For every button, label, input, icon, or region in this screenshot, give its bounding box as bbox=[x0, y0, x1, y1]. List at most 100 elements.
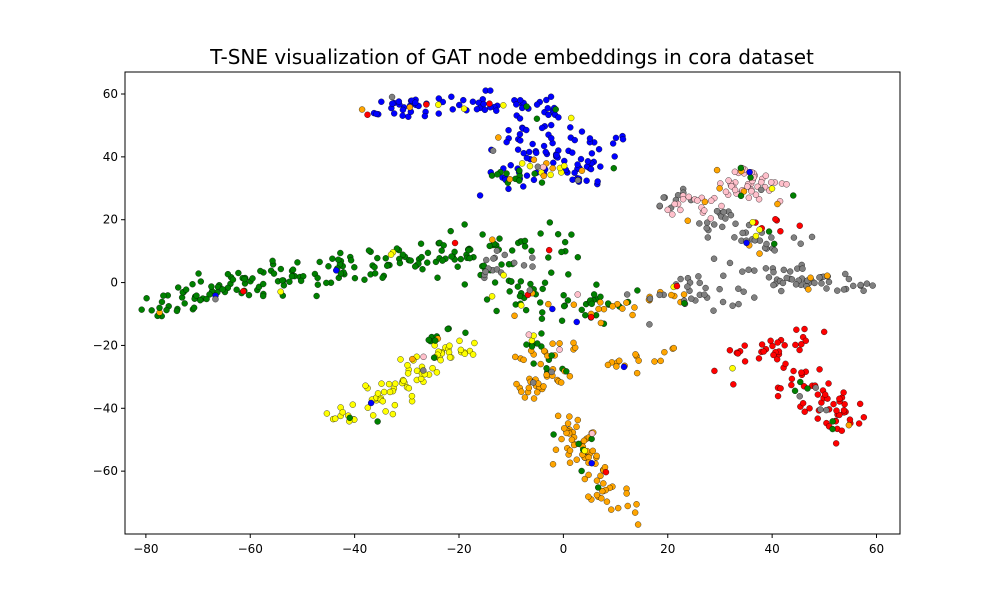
data-point bbox=[446, 342, 453, 349]
data-point bbox=[600, 306, 608, 313]
data-point bbox=[770, 351, 777, 359]
data-point bbox=[769, 342, 776, 350]
data-point bbox=[634, 287, 641, 294]
data-point bbox=[507, 162, 514, 169]
data-point bbox=[430, 354, 438, 361]
data-point bbox=[550, 159, 557, 166]
data-point bbox=[395, 98, 403, 105]
data-point bbox=[240, 288, 247, 295]
data-point bbox=[558, 379, 565, 386]
data-point bbox=[744, 183, 751, 190]
data-point bbox=[708, 197, 715, 204]
data-point bbox=[558, 317, 566, 324]
data-point bbox=[732, 220, 739, 227]
data-point bbox=[514, 146, 522, 153]
data-point bbox=[768, 234, 775, 241]
data-point bbox=[529, 140, 536, 148]
data-point bbox=[461, 221, 468, 228]
data-point bbox=[423, 101, 430, 108]
data-point bbox=[634, 521, 642, 528]
data-point bbox=[548, 269, 555, 276]
data-point bbox=[429, 365, 436, 372]
data-point bbox=[313, 292, 320, 300]
data-point bbox=[259, 292, 267, 300]
data-point bbox=[482, 268, 489, 275]
data-point bbox=[548, 352, 555, 359]
data-point bbox=[437, 357, 444, 364]
data-point bbox=[517, 137, 524, 144]
data-point bbox=[593, 452, 600, 460]
data-point bbox=[798, 369, 805, 376]
data-point bbox=[772, 216, 779, 223]
data-point bbox=[771, 240, 778, 248]
data-point bbox=[694, 197, 701, 204]
data-point bbox=[547, 171, 554, 179]
data-point bbox=[796, 393, 803, 400]
data-point bbox=[493, 107, 500, 114]
data-point bbox=[624, 502, 631, 510]
data-point bbox=[611, 153, 618, 160]
data-point bbox=[588, 300, 595, 308]
data-point bbox=[514, 283, 522, 290]
data-point bbox=[856, 400, 864, 408]
data-point bbox=[448, 93, 455, 100]
data-point bbox=[530, 379, 537, 386]
data-point bbox=[543, 365, 550, 372]
data-point bbox=[451, 239, 459, 247]
data-point bbox=[818, 280, 825, 287]
data-point bbox=[569, 149, 576, 156]
data-point bbox=[671, 200, 678, 208]
data-point bbox=[740, 288, 747, 295]
data-point bbox=[367, 399, 375, 407]
data-point bbox=[181, 300, 188, 307]
data-point bbox=[337, 270, 345, 277]
data-point bbox=[720, 208, 727, 216]
data-point bbox=[289, 266, 297, 273]
data-point bbox=[782, 360, 789, 368]
data-point bbox=[711, 367, 718, 375]
data-point bbox=[143, 295, 150, 302]
data-point bbox=[580, 437, 588, 444]
data-point bbox=[588, 430, 596, 437]
data-point bbox=[364, 111, 371, 118]
data-point bbox=[530, 176, 538, 184]
data-point bbox=[720, 272, 727, 279]
data-point bbox=[571, 136, 578, 144]
data-point bbox=[718, 202, 725, 210]
data-point bbox=[457, 346, 465, 354]
data-point bbox=[703, 224, 710, 232]
data-point bbox=[545, 254, 552, 261]
data-point bbox=[520, 183, 527, 190]
data-point bbox=[277, 265, 285, 273]
data-point bbox=[160, 292, 167, 299]
data-point bbox=[811, 279, 818, 287]
data-point bbox=[379, 398, 386, 405]
data-point bbox=[570, 301, 578, 308]
data-point bbox=[496, 235, 503, 242]
data-point bbox=[745, 194, 753, 201]
data-point bbox=[741, 358, 749, 365]
data-point bbox=[805, 286, 812, 293]
data-point bbox=[595, 305, 602, 313]
data-point bbox=[526, 162, 534, 170]
data-point bbox=[364, 404, 371, 411]
data-point bbox=[722, 215, 729, 222]
data-point bbox=[294, 259, 301, 266]
data-point bbox=[553, 152, 560, 159]
data-point bbox=[513, 380, 520, 388]
data-point bbox=[790, 367, 797, 375]
data-point bbox=[603, 498, 611, 505]
data-point bbox=[582, 312, 589, 319]
data-point bbox=[566, 447, 574, 454]
data-point bbox=[774, 200, 781, 208]
data-point bbox=[480, 100, 487, 108]
data-point bbox=[435, 110, 442, 117]
data-point bbox=[379, 274, 386, 281]
data-point bbox=[616, 357, 623, 364]
data-point bbox=[539, 285, 546, 293]
data-point bbox=[834, 287, 841, 294]
data-point bbox=[365, 247, 373, 254]
data-point bbox=[610, 165, 617, 172]
data-point bbox=[405, 385, 413, 392]
data-point bbox=[752, 191, 760, 198]
